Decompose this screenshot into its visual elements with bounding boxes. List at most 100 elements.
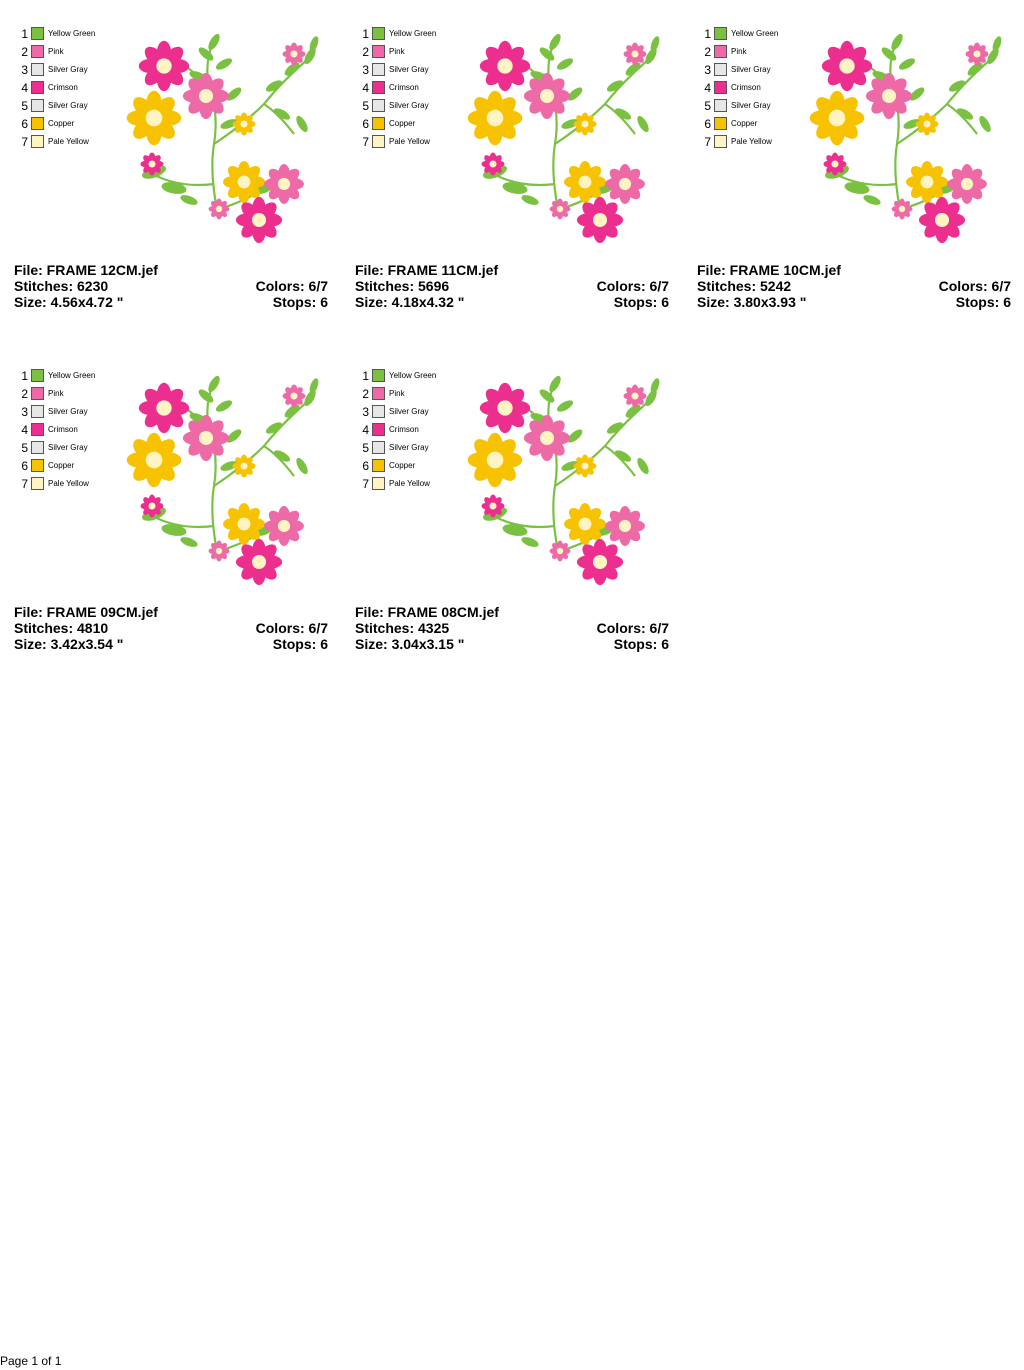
legend-number: 1 (21, 27, 28, 41)
legend-number: 3 (21, 63, 28, 77)
flower-center (618, 177, 632, 191)
flower-yellow-small (573, 454, 597, 478)
flower-center (631, 50, 639, 58)
legend-number: 4 (362, 423, 369, 437)
leaf (561, 461, 579, 471)
design-card: 1 Yellow Green 2 Pink 3 Silver Gray 4 Crimson 5 S… (355, 366, 673, 666)
legend-number: 1 (21, 369, 28, 383)
legend-row: 5 Silver Gray (359, 98, 469, 116)
flower-yellow (126, 90, 182, 146)
legend-number: 6 (21, 117, 28, 131)
leaf (180, 195, 198, 205)
leaf (561, 119, 579, 129)
embroidery-artwork (467, 33, 660, 244)
legend-number: 1 (362, 369, 369, 383)
stitch-count: Stitches: 4810 (14, 620, 108, 636)
flower-center (497, 58, 513, 74)
design-size: Size: 4.56x4.72 " (14, 294, 123, 310)
flower-pink-small (549, 540, 571, 562)
leaf (650, 36, 660, 52)
legend-color-name: Pale Yellow (389, 137, 430, 146)
embroidery-artwork (126, 375, 319, 586)
leaf (903, 119, 921, 129)
stitch-count: Stitches: 4325 (355, 620, 449, 636)
design-preview (455, 366, 675, 586)
leaf (215, 58, 233, 70)
legend-number: 2 (362, 45, 369, 59)
flower-pink (605, 164, 645, 204)
flower-pink (523, 72, 571, 120)
leaf (549, 33, 561, 51)
flower-center (215, 205, 223, 213)
file-name: File: FRAME 08CM.jef (355, 604, 499, 620)
legend-color-name: Yellow Green (389, 371, 437, 380)
legend-number: 3 (362, 63, 369, 77)
legend-color-name: Yellow Green (389, 29, 437, 38)
flower-center (631, 392, 639, 400)
flower-pink-small (623, 384, 647, 408)
legend-color-name: Silver Gray (731, 101, 771, 110)
flower-center (920, 175, 934, 189)
flower-center (923, 120, 931, 128)
color-swatch (31, 135, 44, 148)
design-preview (797, 24, 1017, 244)
design-size-value: 4.56x4.72 " (50, 294, 124, 310)
design-info: File: FRAME 08CM.jef Stitches: 4325 Colors… (355, 604, 673, 652)
legend-row: 1 Yellow Green (359, 26, 469, 44)
legend-color-name: Pale Yellow (48, 137, 89, 146)
flower-center (251, 554, 267, 570)
file-name-label: File: (14, 262, 47, 278)
legend-row: 5 Silver Gray (359, 440, 469, 458)
flower-center (486, 109, 504, 127)
legend-color-name: Copper (731, 119, 758, 128)
design-size-value: 3.04x3.15 " (391, 636, 465, 652)
flower-yellow-small (915, 112, 939, 136)
legend-number: 3 (21, 405, 28, 419)
color-count-value: 6/7 (991, 278, 1011, 294)
page-indicator: Page 1 of 1 (0, 1354, 62, 1368)
file-name-value: FRAME 11CM.jef (387, 262, 499, 278)
legend-row: 5 Silver Gray (701, 98, 811, 116)
stem (206, 380, 221, 562)
stitch-count: Stitches: 6230 (14, 278, 108, 294)
design-card: 1 Yellow Green 2 Pink 3 Silver Gray 4 Crimson 5 S… (14, 366, 332, 666)
flower-pink-small (965, 42, 989, 66)
stem (604, 445, 636, 477)
legend-row: 3 Silver Gray (18, 404, 128, 422)
legend-row: 4 Crimson (18, 422, 128, 440)
legend-number: 4 (362, 81, 369, 95)
flower-center (539, 430, 555, 446)
stem (946, 103, 978, 135)
flower-center (237, 517, 251, 531)
legend-row: 7 Pale Yellow (18, 134, 128, 152)
flower-center (240, 120, 248, 128)
stitch-count-label: Stitches: (697, 278, 761, 294)
stop-count: Stops: 6 (614, 636, 669, 652)
legend-color-name: Pink (48, 389, 64, 398)
flower-pink (605, 506, 645, 546)
flower-center (237, 175, 251, 189)
color-swatch (372, 387, 385, 400)
stitch-count: Stitches: 5696 (355, 278, 449, 294)
flower-pink (182, 72, 230, 120)
flower-center (156, 58, 172, 74)
thread-color-legend: 1 Yellow Green 2 Pink 3 Silver Gray 4 Crimson 5 S… (18, 26, 128, 152)
legend-row: 3 Silver Gray (359, 62, 469, 80)
leaf (304, 47, 316, 65)
leaf (567, 429, 583, 443)
color-swatch (372, 459, 385, 472)
design-size-label: Size: (14, 636, 51, 652)
legend-color-name: Silver Gray (731, 65, 771, 74)
leaf (265, 80, 283, 92)
flower-center (215, 547, 223, 555)
legend-row: 4 Crimson (701, 80, 811, 98)
leaf (549, 375, 561, 393)
flower-yellow-small (232, 454, 256, 478)
flower-yellow (906, 161, 948, 203)
color-swatch (31, 441, 44, 454)
stitch-count-label: Stitches: (14, 278, 78, 294)
legend-color-name: Pink (389, 389, 405, 398)
color-count-value: 6/7 (308, 620, 328, 636)
flower-crimson (821, 40, 873, 92)
color-swatch (31, 459, 44, 472)
